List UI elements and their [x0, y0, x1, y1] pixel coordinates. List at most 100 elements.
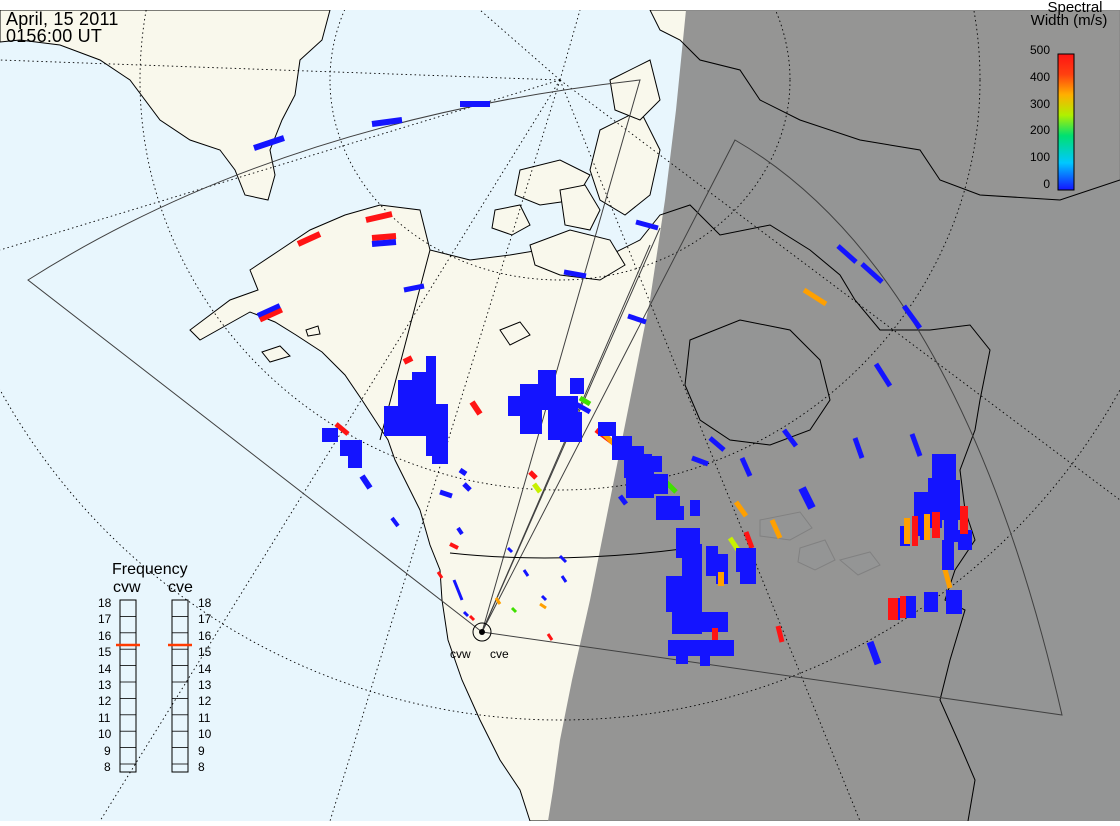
backscatter-cell — [539, 602, 547, 610]
night-coast — [639, 204, 991, 821]
backscatter-cell — [676, 654, 688, 664]
backscatter-cell — [802, 287, 828, 307]
backscatter-cell — [506, 546, 514, 554]
backscatter-cell — [690, 500, 700, 516]
frequency-tick-left: 8 — [104, 760, 111, 774]
frequency-tick-right: 13 — [198, 678, 212, 692]
arctic-island — [499, 321, 531, 346]
backscatter-cell — [432, 404, 448, 464]
radar-site-group[interactable]: cvw cve — [450, 622, 509, 661]
frequency-tick-left: 9 — [104, 743, 111, 758]
frequency-tick-right: 8 — [198, 760, 205, 774]
aleutian-island — [261, 345, 291, 363]
backscatter-cell — [740, 572, 756, 584]
backscatter-cell — [570, 378, 584, 394]
backscatter-cell — [736, 548, 756, 572]
fov-cvw — [27, 79, 641, 633]
backscatter-cell — [439, 489, 453, 499]
arctic-island — [609, 59, 661, 121]
meridian-line — [0, 59, 561, 81]
backscatter-cell — [449, 542, 459, 550]
backscatter-cell — [371, 233, 397, 241]
backscatter-cell — [691, 455, 709, 467]
backscatter-cell — [560, 412, 582, 442]
backscatter-cell — [860, 262, 884, 284]
backscatter-cell — [458, 467, 468, 477]
backscatter-cell — [522, 569, 530, 577]
backscatter-cell — [371, 117, 403, 127]
radar-site-icon[interactable] — [479, 629, 485, 635]
latitude-circle — [139, 10, 981, 491]
backscatter-cell — [960, 506, 968, 534]
radar-site-label-cve: cve — [490, 647, 509, 661]
backscatter-cell — [873, 362, 893, 388]
frequency-tick-right: 18 — [198, 596, 212, 610]
backscatter-cell — [932, 454, 956, 484]
frequency-tick-left: 12 — [98, 694, 112, 709]
backscatter-cell — [668, 506, 684, 520]
frequency-radar-cve: cve — [168, 579, 193, 596]
backscatter-cell — [648, 474, 668, 494]
backscatter-cell — [888, 598, 898, 620]
frequency-tick-right: 15 — [198, 645, 212, 660]
backscatter-cell — [574, 401, 592, 415]
backscatter-cell — [836, 244, 858, 264]
frequency-tick-left: 15 — [98, 645, 112, 660]
backscatter-cell — [546, 633, 554, 641]
backscatter-cell — [494, 597, 502, 605]
siberia-land — [0, 10, 331, 201]
backscatter-cell — [718, 572, 724, 586]
frequency-title: Frequency — [112, 561, 188, 578]
night-coast — [684, 319, 831, 446]
backscatter-cell — [510, 606, 518, 614]
backscatter-cell — [852, 437, 865, 459]
frequency-bars — [116, 599, 192, 773]
backscatter-cell — [532, 482, 542, 494]
meridian-line — [99, 79, 561, 821]
colorbar-scale — [1057, 53, 1075, 191]
frequency-tick-left: 13 — [98, 678, 112, 692]
backscatter-cell — [456, 526, 464, 536]
backscatter-cell — [924, 514, 930, 540]
radar-site-label-cvw: cvw — [450, 647, 471, 661]
backscatter-cell — [520, 384, 542, 434]
frequency-tick-left: 14 — [98, 661, 112, 676]
backscatter-cell — [782, 428, 798, 448]
frequency-box — [171, 599, 189, 773]
backscatter-cell — [942, 540, 954, 570]
colorbar-tick-label: 400 — [1029, 69, 1050, 84]
backscatter-cell — [403, 283, 425, 293]
frequency-tick-left: 10 — [98, 727, 112, 742]
backscatter-cell — [958, 530, 972, 550]
backscatter-cell — [258, 307, 284, 323]
backscatter-cell — [365, 211, 393, 223]
backscatter-cell — [558, 554, 568, 564]
backscatter-cell — [462, 610, 470, 618]
frequency-tick-right: 14 — [198, 661, 212, 676]
radar-site-icon[interactable] — [472, 622, 492, 642]
meridian-line — [559, 10, 581, 81]
backscatter-cell — [906, 596, 916, 618]
backscatter-cell — [468, 614, 476, 622]
frequency-radar-cvw: cvw — [113, 579, 141, 596]
backscatter-cell — [932, 512, 940, 538]
backscatter-cell — [668, 640, 734, 656]
backscatter-cell — [798, 486, 816, 510]
backscatter-cell — [540, 594, 548, 602]
backscatter-cell — [866, 640, 882, 666]
colorbar-title-line2: Width (m/s) — [1030, 12, 1108, 29]
backscatter-cell — [900, 596, 906, 618]
backscatter-cell — [743, 531, 755, 549]
meridian-line — [559, 79, 861, 821]
backscatter-cell — [618, 494, 628, 506]
backscatter-cell — [462, 482, 472, 492]
frequency-tick-right: 9 — [198, 743, 205, 758]
colorbar-title-line1: Spectral — [1047, 0, 1103, 16]
backscatter-cell — [912, 516, 918, 546]
colorbar-tick-label: 100 — [1029, 150, 1050, 165]
backscatter-cell — [322, 428, 338, 442]
frequency-tick-right: 11 — [198, 710, 211, 725]
date-label: April, 15 2011 — [6, 9, 119, 29]
